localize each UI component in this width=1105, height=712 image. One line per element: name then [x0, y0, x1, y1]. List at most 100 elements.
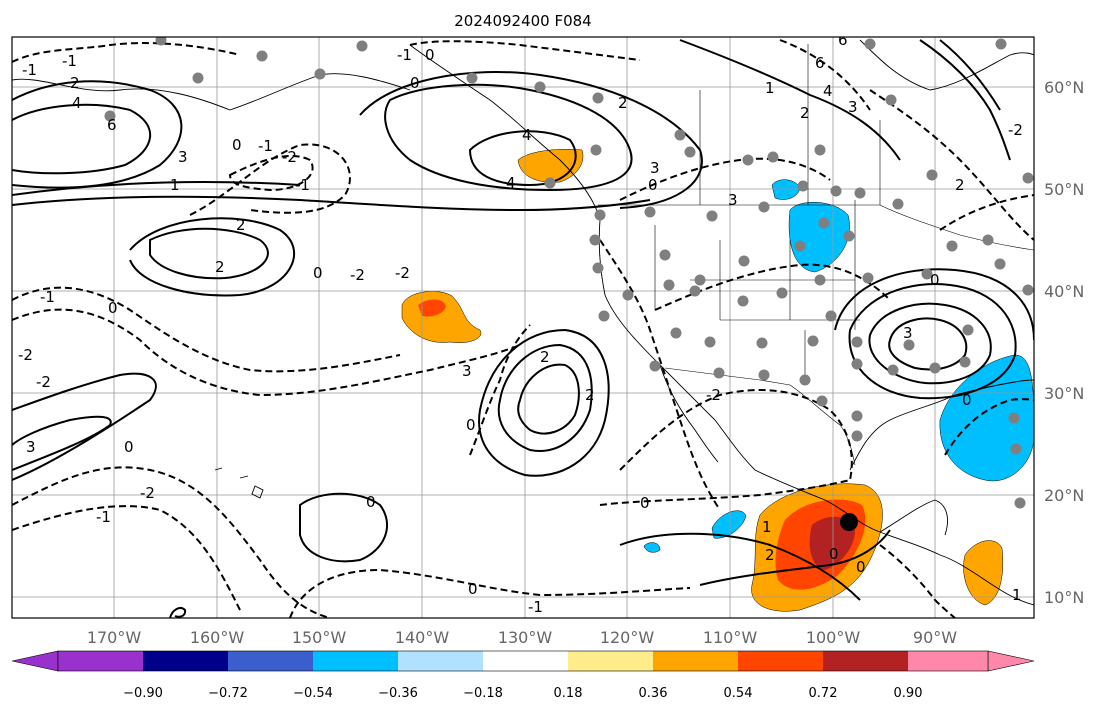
- contour-label: 1: [170, 176, 180, 194]
- contour-pos: [129, 217, 296, 297]
- contour-label: 0: [468, 580, 478, 598]
- shade-blue-small: [643, 542, 661, 553]
- contour-label: -1: [397, 46, 412, 64]
- contour-label: -1: [40, 288, 55, 306]
- contour-label-layer: -1 -1 2 4 6 3 1 0 -1 -2 -1 2 2 0 -2 -2 -…: [18, 37, 1023, 616]
- contour-label: -2: [1008, 121, 1023, 139]
- contour-pos: [478, 328, 610, 477]
- colorbar-tick-label: 0.90: [894, 686, 923, 701]
- contour-label: -2: [282, 148, 297, 166]
- contour-neg: [619, 157, 831, 201]
- contour-label: -1: [295, 176, 310, 194]
- contour-pos: [12, 195, 651, 212]
- contour-neg: [12, 42, 241, 63]
- contour-label: 3: [728, 191, 738, 209]
- contour-pos: [497, 343, 593, 452]
- contour-label: 4: [506, 174, 516, 192]
- contour-label: -1: [96, 508, 111, 526]
- colorbar-tick-label: 0.72: [809, 686, 838, 701]
- contour-label: -2: [395, 264, 410, 282]
- lat-label: 10°N: [1044, 588, 1084, 607]
- contour-label: 0: [232, 136, 242, 154]
- colorbar-tick-label: −0.18: [463, 686, 503, 701]
- lon-label: 160°W: [190, 628, 245, 647]
- contour-neg: [409, 40, 641, 61]
- contour-label: 6: [107, 116, 117, 134]
- colorbar-segment: [228, 651, 313, 671]
- contour-label: 0: [962, 391, 972, 409]
- contour-pos: [834, 268, 1034, 341]
- contour-label: 0: [108, 299, 118, 317]
- contours: [12, 39, 1034, 618]
- contour-pos: [619, 532, 861, 601]
- contour-label: -1: [22, 61, 37, 79]
- contour-neg: [779, 39, 871, 111]
- colorbar-segment: [908, 651, 988, 671]
- lon-label: 90°W: [913, 628, 957, 647]
- north-america-west-coast: [409, 44, 1034, 606]
- contour-pos: [12, 372, 157, 481]
- lon-label: 130°W: [498, 628, 553, 647]
- colorbar-segment: [398, 651, 483, 671]
- contour-label: -2: [18, 346, 33, 364]
- lat-label: 30°N: [1044, 384, 1084, 403]
- contour-neg: [879, 544, 956, 618]
- contour-label: 4: [72, 94, 82, 112]
- lon-label: 170°W: [87, 628, 142, 647]
- colorbar-frame: [57, 650, 989, 672]
- contour-label: -2: [706, 386, 721, 404]
- latitude-labels: 60°N 50°N 40°N 30°N 20°N 10°N: [1044, 78, 1084, 607]
- contour-pos: [888, 317, 968, 371]
- contour-pos: [699, 529, 891, 586]
- contour-label: 1: [762, 518, 772, 536]
- contour-pos: [169, 607, 187, 618]
- contour-pos: [868, 302, 992, 385]
- contour-label: -1: [258, 137, 273, 155]
- contour-label: 0: [410, 74, 420, 92]
- contour-pos: [939, 39, 1001, 111]
- contour-pos: [149, 227, 269, 280]
- contour-label: 2: [585, 386, 595, 404]
- colorbar-max-extend: [987, 650, 1035, 672]
- contour-label: 2: [765, 546, 775, 564]
- lon-label: 110°W: [703, 628, 758, 647]
- contour-neg: [189, 143, 351, 216]
- contour-neg: [12, 308, 521, 397]
- contour-label: 3: [178, 148, 188, 166]
- contour-label: 0: [856, 558, 866, 576]
- shade-orange-central-america: [963, 540, 1004, 606]
- canada-provinces: [699, 44, 881, 205]
- map-frame: [11, 36, 1035, 619]
- contour-label: -1: [528, 598, 543, 616]
- contour-neg: [599, 239, 721, 511]
- colorbar-tick-label: −0.36: [378, 686, 418, 701]
- contour-label: 1: [1012, 586, 1022, 604]
- gridlines: [12, 37, 1034, 618]
- storm-center-marker: [840, 513, 858, 531]
- contour-label: 2: [540, 348, 550, 366]
- contour-label: 0: [124, 438, 134, 456]
- contour-label: 3: [848, 98, 858, 116]
- contour-label: -2: [350, 266, 365, 284]
- colorbar-segment: [823, 651, 908, 671]
- contour-label: 3: [903, 324, 913, 342]
- contour-pos: [517, 363, 580, 435]
- colorbar-tick-label: −0.54: [293, 686, 333, 701]
- contour-label: 3: [462, 362, 472, 380]
- contour-label: 3: [650, 159, 660, 177]
- lon-label: 140°W: [395, 628, 450, 647]
- contour-label: 0: [313, 264, 323, 282]
- alaska-coast: [12, 73, 411, 111]
- contour-neg: [599, 479, 851, 506]
- colorbar-tick-label: 0.54: [724, 686, 753, 701]
- contour-neg: [869, 89, 1034, 241]
- contour-label: 0: [648, 176, 658, 194]
- map-title: 2024092400 F084: [454, 12, 591, 30]
- contour-label: 0: [930, 271, 940, 289]
- shade-blue-baja: [711, 510, 747, 539]
- lat-label: 50°N: [1044, 180, 1084, 199]
- contour-pos: [679, 39, 901, 161]
- contour-pos: [12, 181, 301, 196]
- colorbar-segment: [143, 651, 228, 671]
- contour-label: 2: [236, 216, 246, 234]
